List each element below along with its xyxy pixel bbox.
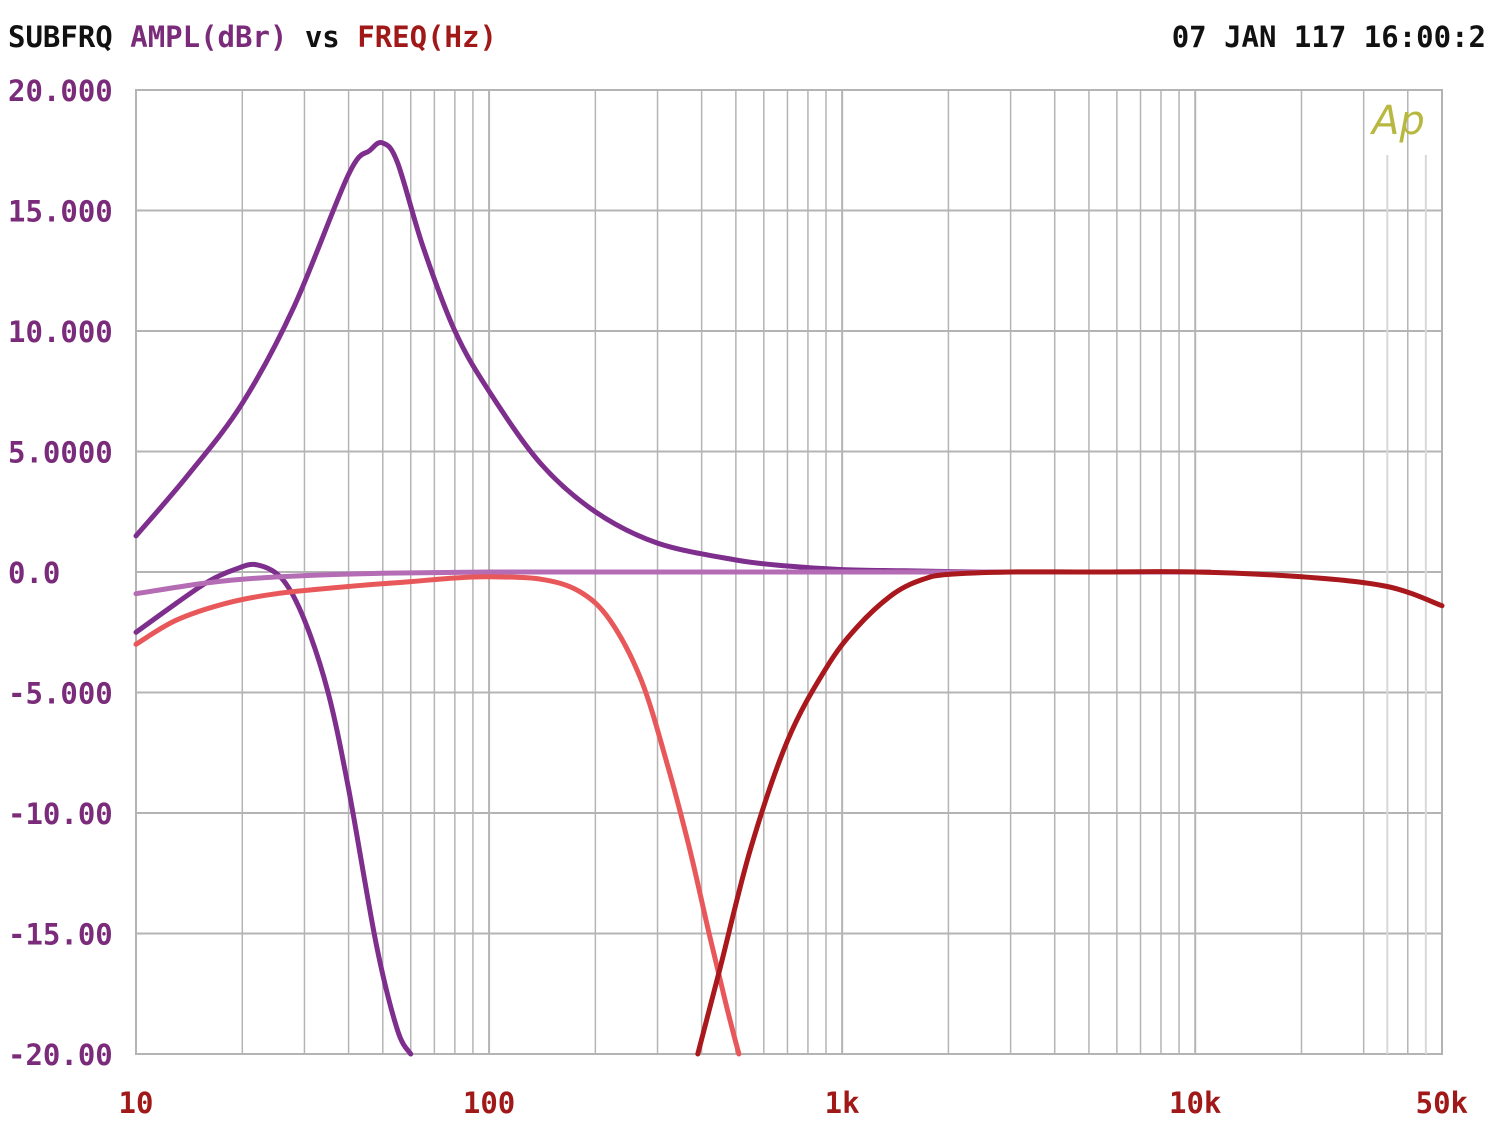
- ap-watermark: Ap: [1369, 98, 1425, 144]
- y-tick-label: -10.00: [8, 797, 113, 831]
- y-tick-label: 0.0: [8, 556, 60, 590]
- y-tick-label: 10.000: [8, 315, 113, 349]
- x-tick-label: 10: [119, 1086, 154, 1120]
- x-tick-label: 50k: [1416, 1086, 1468, 1120]
- y-tick-label: -15.00: [8, 918, 113, 952]
- y-tick-label: -5.000: [8, 677, 113, 711]
- y-tick-label: -20.00: [8, 1038, 113, 1072]
- header-prefix: SUBFRQ: [8, 20, 113, 54]
- y-tick-label: 5.0000: [8, 436, 113, 470]
- series-line: [133, 561, 414, 1057]
- x-axis-tick-labels: 10 100 1k 10k 50k: [119, 1086, 1468, 1120]
- chart-header-left: SUBFRQ AMPL(dBr) vs FREQ(Hz): [8, 20, 497, 54]
- header-connector: vs: [304, 20, 340, 54]
- header-timestamp: 07 JAN 117 16:00:2: [1171, 20, 1486, 54]
- series-line: [133, 574, 742, 1057]
- y-axis-tick-labels: 20.000 15.000 10.000 5.0000 0.0 -5.000 -10.00 -…: [8, 74, 113, 1072]
- x-tick-label: 100: [463, 1086, 515, 1120]
- chart-series: [133, 140, 1445, 1057]
- header-x-quantity: FREQ(Hz): [357, 20, 497, 54]
- x-tick-label: 1k: [825, 1086, 860, 1120]
- y-tick-label: 15.000: [8, 195, 113, 229]
- header-y-quantity: AMPL(dBr): [130, 20, 288, 54]
- y-tick-label: 20.000: [8, 74, 113, 108]
- series-line: [133, 140, 986, 575]
- series-line: [695, 569, 1445, 1057]
- x-tick-label: 10k: [1169, 1086, 1221, 1120]
